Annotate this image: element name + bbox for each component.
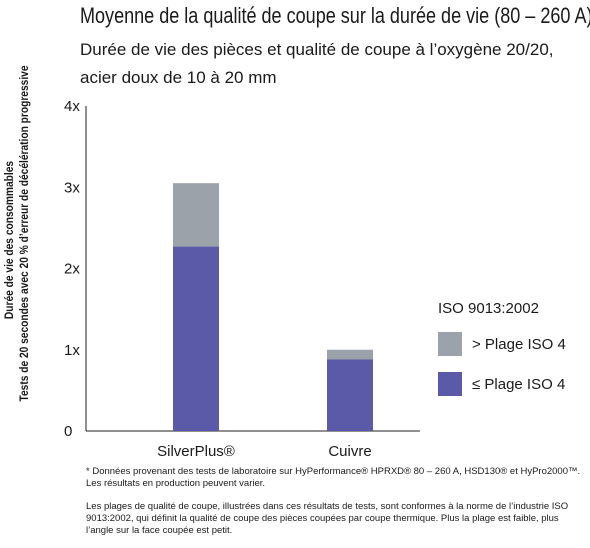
- footnotes: * Données provenant des tests de laborat…: [86, 466, 586, 548]
- bar-chart: 0 1x 2x 3x 4x SilverPlus® Cuivre: [64, 98, 420, 460]
- legend-item-above-iso4: > Plage ISO 4: [438, 331, 566, 357]
- chart-subtitle: Durée de vie des pièces et qualité de co…: [80, 40, 554, 87]
- bar-segment-below-iso4: [173, 246, 219, 431]
- category-labels: SilverPlus® Cuivre: [157, 443, 372, 460]
- y-tick-label: 0: [64, 423, 72, 440]
- y-tick-label: 4x: [64, 98, 80, 115]
- footnote-2: Les plages de qualité de coupe, illustré…: [86, 501, 569, 536]
- footnote-1: * Données provenant des tests de laborat…: [86, 466, 581, 489]
- legend-label-above-iso4: > Plage ISO 4: [472, 335, 566, 353]
- legend-swatch-below-iso4: [438, 372, 462, 396]
- legend-title: ISO 9013:2002: [438, 300, 539, 317]
- category-label: Cuivre: [328, 443, 371, 460]
- legend-swatch-above-iso4: [438, 332, 462, 356]
- y-tick-label: 2x: [64, 261, 80, 278]
- legend: ISO 9013:2002 > Plage ISO 4 ≤ Plage ISO …: [438, 300, 566, 411]
- bar-segment-above-iso4: [327, 349, 373, 360]
- legend-label-below-iso4: ≤ Plage ISO 4: [472, 375, 566, 393]
- chart-title: Moyenne de la qualité de coupe sur la du…: [80, 3, 590, 28]
- legend-item-below-iso4: ≤ Plage ISO 4: [438, 371, 566, 397]
- bar-segment-above-iso4: [173, 183, 219, 247]
- y-tick-labels: 0 1x 2x 3x 4x: [64, 98, 80, 440]
- bars: [173, 183, 373, 431]
- y-tick-label: 1x: [64, 342, 80, 359]
- y-tick-label: 3x: [64, 179, 80, 196]
- bar-segment-below-iso4: [327, 359, 373, 431]
- category-label: SilverPlus®: [157, 443, 235, 460]
